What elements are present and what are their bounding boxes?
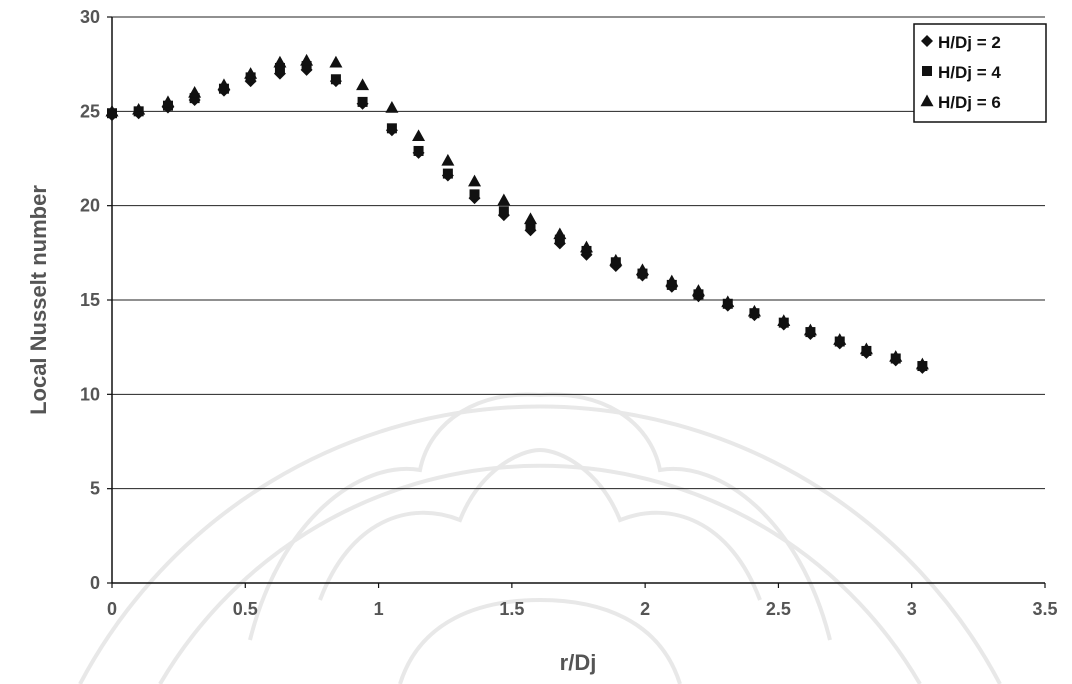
square-point [301,61,312,72]
triangle-point [188,85,202,98]
square-point [413,145,424,156]
triangle-point [329,55,343,68]
legend-label: H/Dj = 2 [938,33,1001,52]
square-point [469,189,480,200]
square-point [357,96,368,107]
y-tick-label: 30 [80,7,100,27]
data-points [105,53,929,374]
legend: H/Dj = 2 H/Dj = 4 H/Dj = 6 [913,23,1047,123]
square-point [442,168,453,179]
triangle-point [859,342,873,355]
square-point [386,123,397,134]
triangle-point [889,350,903,362]
x-tick-label: 0 [107,599,117,619]
triangle-point [105,104,119,117]
triangle-point [300,53,314,66]
axes [107,16,1046,588]
y-tick-label: 25 [80,101,100,121]
square-point [498,206,509,217]
triangle-point [665,274,679,287]
triangle-point [553,227,567,240]
triangle-point [244,67,258,79]
legend-box [913,23,1047,123]
triangle-point [579,240,593,253]
series-square [107,61,928,372]
x-tick-label: 1.5 [499,599,524,619]
x-tick-label: 2 [640,599,650,619]
legend-diamond-icon [921,35,933,47]
x-tick-label: 2.5 [766,599,791,619]
gridlines [112,16,1045,490]
legend-square-icon [922,66,932,76]
triangle-point [217,78,231,91]
triangle-point [691,284,705,296]
series-diamond [106,63,929,374]
triangle-point [273,55,287,68]
triangle-point [161,95,175,108]
triangle-point [635,263,649,276]
triangle-point [777,314,791,326]
x-tick-label: 1 [374,599,384,619]
triangle-point [609,253,623,266]
legend-label: H/Dj = 4 [938,63,1001,82]
triangle-point [132,102,146,115]
triangle-point [468,174,482,187]
y-tick-label: 20 [80,196,100,216]
triangle-point [441,153,455,166]
legend-triangle-icon [920,94,934,107]
square-point [525,221,536,232]
y-tick-labels: 0 5 10 15 20 25 30 [80,7,100,593]
triangle-point [915,357,929,370]
y-tick-label: 5 [90,479,100,499]
y-axis-title: Local Nusselt number [26,185,51,415]
triangle-point [747,304,761,317]
triangle-point [385,101,399,113]
y-tick-label: 15 [80,290,100,310]
square-point [274,62,285,73]
x-axis-title: r/Dj [560,650,597,675]
x-tick-labels: 0 0.5 1 1.5 2 2.5 3 3.5 [107,599,1058,619]
series-triangle [105,53,929,370]
legend-label: H/Dj = 6 [938,93,1001,112]
triangle-point [524,212,538,225]
triangle-point [356,78,370,91]
x-tick-label: 3.5 [1032,599,1057,619]
square-point [554,234,565,245]
triangle-point [412,129,426,142]
triangle-point [497,193,511,206]
triangle-point [803,323,817,336]
x-tick-label: 3 [907,599,917,619]
x-tick-label: 0.5 [233,599,258,619]
square-point [330,74,341,85]
lotus-seal-watermark [78,392,1002,684]
y-tick-label: 0 [90,573,100,593]
triangle-point [833,333,847,345]
triangle-point [721,295,735,308]
square-point [189,93,200,104]
y-tick-label: 10 [80,384,100,404]
